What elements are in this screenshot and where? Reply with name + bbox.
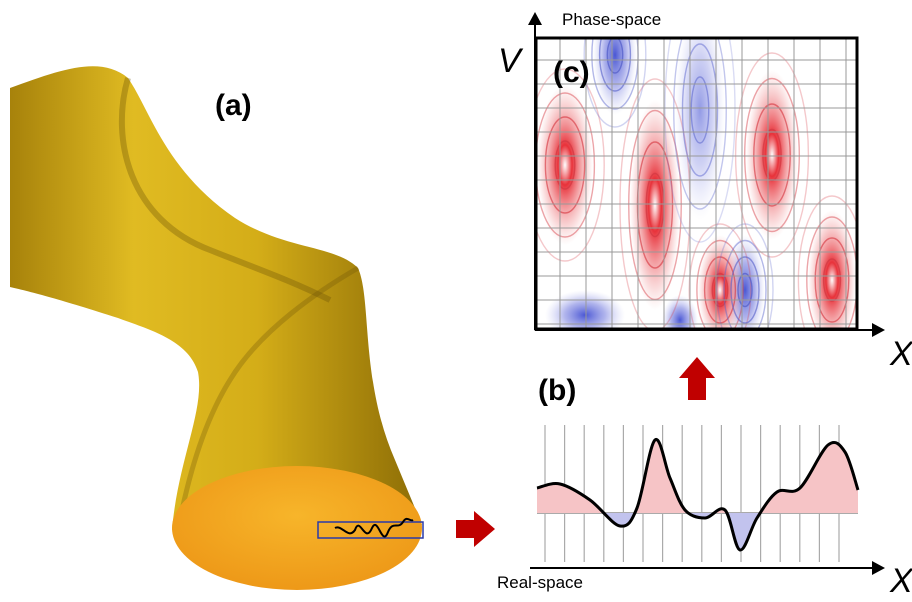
arrow-up (679, 357, 715, 400)
caption: Phase-space (562, 10, 661, 29)
panel-label: (a) (215, 89, 252, 122)
axis-label: X (889, 335, 912, 373)
x-axis-arrowhead (872, 561, 885, 575)
tube (10, 66, 423, 590)
positive-fill (537, 439, 858, 550)
panel-label: (c) (553, 56, 590, 89)
phase-space-map (526, 0, 866, 364)
axis-label: V (498, 42, 524, 80)
axis-label: X (889, 562, 912, 597)
figure: (a) (b) Real-space X Phase-space V (c) X (0, 0, 912, 597)
x-axis-arrowhead (872, 323, 885, 337)
tube-cap (172, 466, 422, 590)
y-axis-arrowhead (528, 12, 542, 25)
blue-region (545, 290, 625, 340)
tube-body (10, 66, 422, 530)
caption: Real-space (497, 573, 583, 592)
panel-label: (b) (538, 374, 576, 407)
arrow-right (456, 511, 495, 547)
page: {"panels": { "a": {"label": "(a)"}, "b":… (0, 0, 912, 597)
